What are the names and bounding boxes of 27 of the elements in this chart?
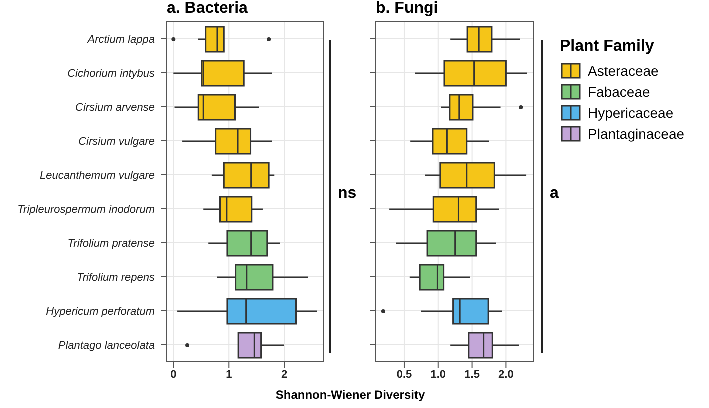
chart-title: b. Fungi	[376, 0, 440, 18]
y-tick-label: Tripleurospermum inodorum	[18, 204, 155, 216]
x-tick-label: 2	[282, 368, 288, 381]
y-tick-label: Leucanthemum vulgare	[40, 170, 155, 182]
legend-title: Plant Family	[560, 38, 656, 56]
legend-label: Fabaceae	[588, 84, 650, 100]
y-tick-label: Cichorium intybus	[68, 68, 156, 80]
legend-label: Asteraceae	[588, 62, 659, 78]
x-tick-label: 0.5	[396, 368, 412, 381]
text: ns	[338, 185, 357, 203]
y-tick-label: Trifolium repens	[76, 272, 156, 284]
y-tick-label: Cirsium vulgare	[78, 136, 155, 148]
y-tick-label: Plantago lanceolata	[58, 340, 155, 352]
legend-label: Plantaginaceae	[588, 126, 685, 142]
x-tick-label: 1	[226, 368, 232, 381]
legend-label: Hypericaceae	[588, 104, 674, 120]
y-tick-label: Trifolium pratense	[68, 238, 155, 250]
y-tick-label: Cirsium arvense	[76, 102, 155, 114]
x-tick-label: 1.5	[464, 368, 480, 381]
chart-title: a. Bacteria	[167, 0, 249, 18]
y-tick-label: Arctium lappa	[86, 34, 155, 46]
x-tick-label: 1.0	[430, 368, 446, 381]
y-tick-label: Hypericum perforatum	[46, 306, 155, 318]
x-axis-title: Shannon-Wiener Diversity	[274, 388, 426, 402]
text: a	[550, 185, 559, 203]
x-tick-label: 2.0	[498, 368, 514, 381]
x-tick-label: 0	[170, 368, 177, 381]
